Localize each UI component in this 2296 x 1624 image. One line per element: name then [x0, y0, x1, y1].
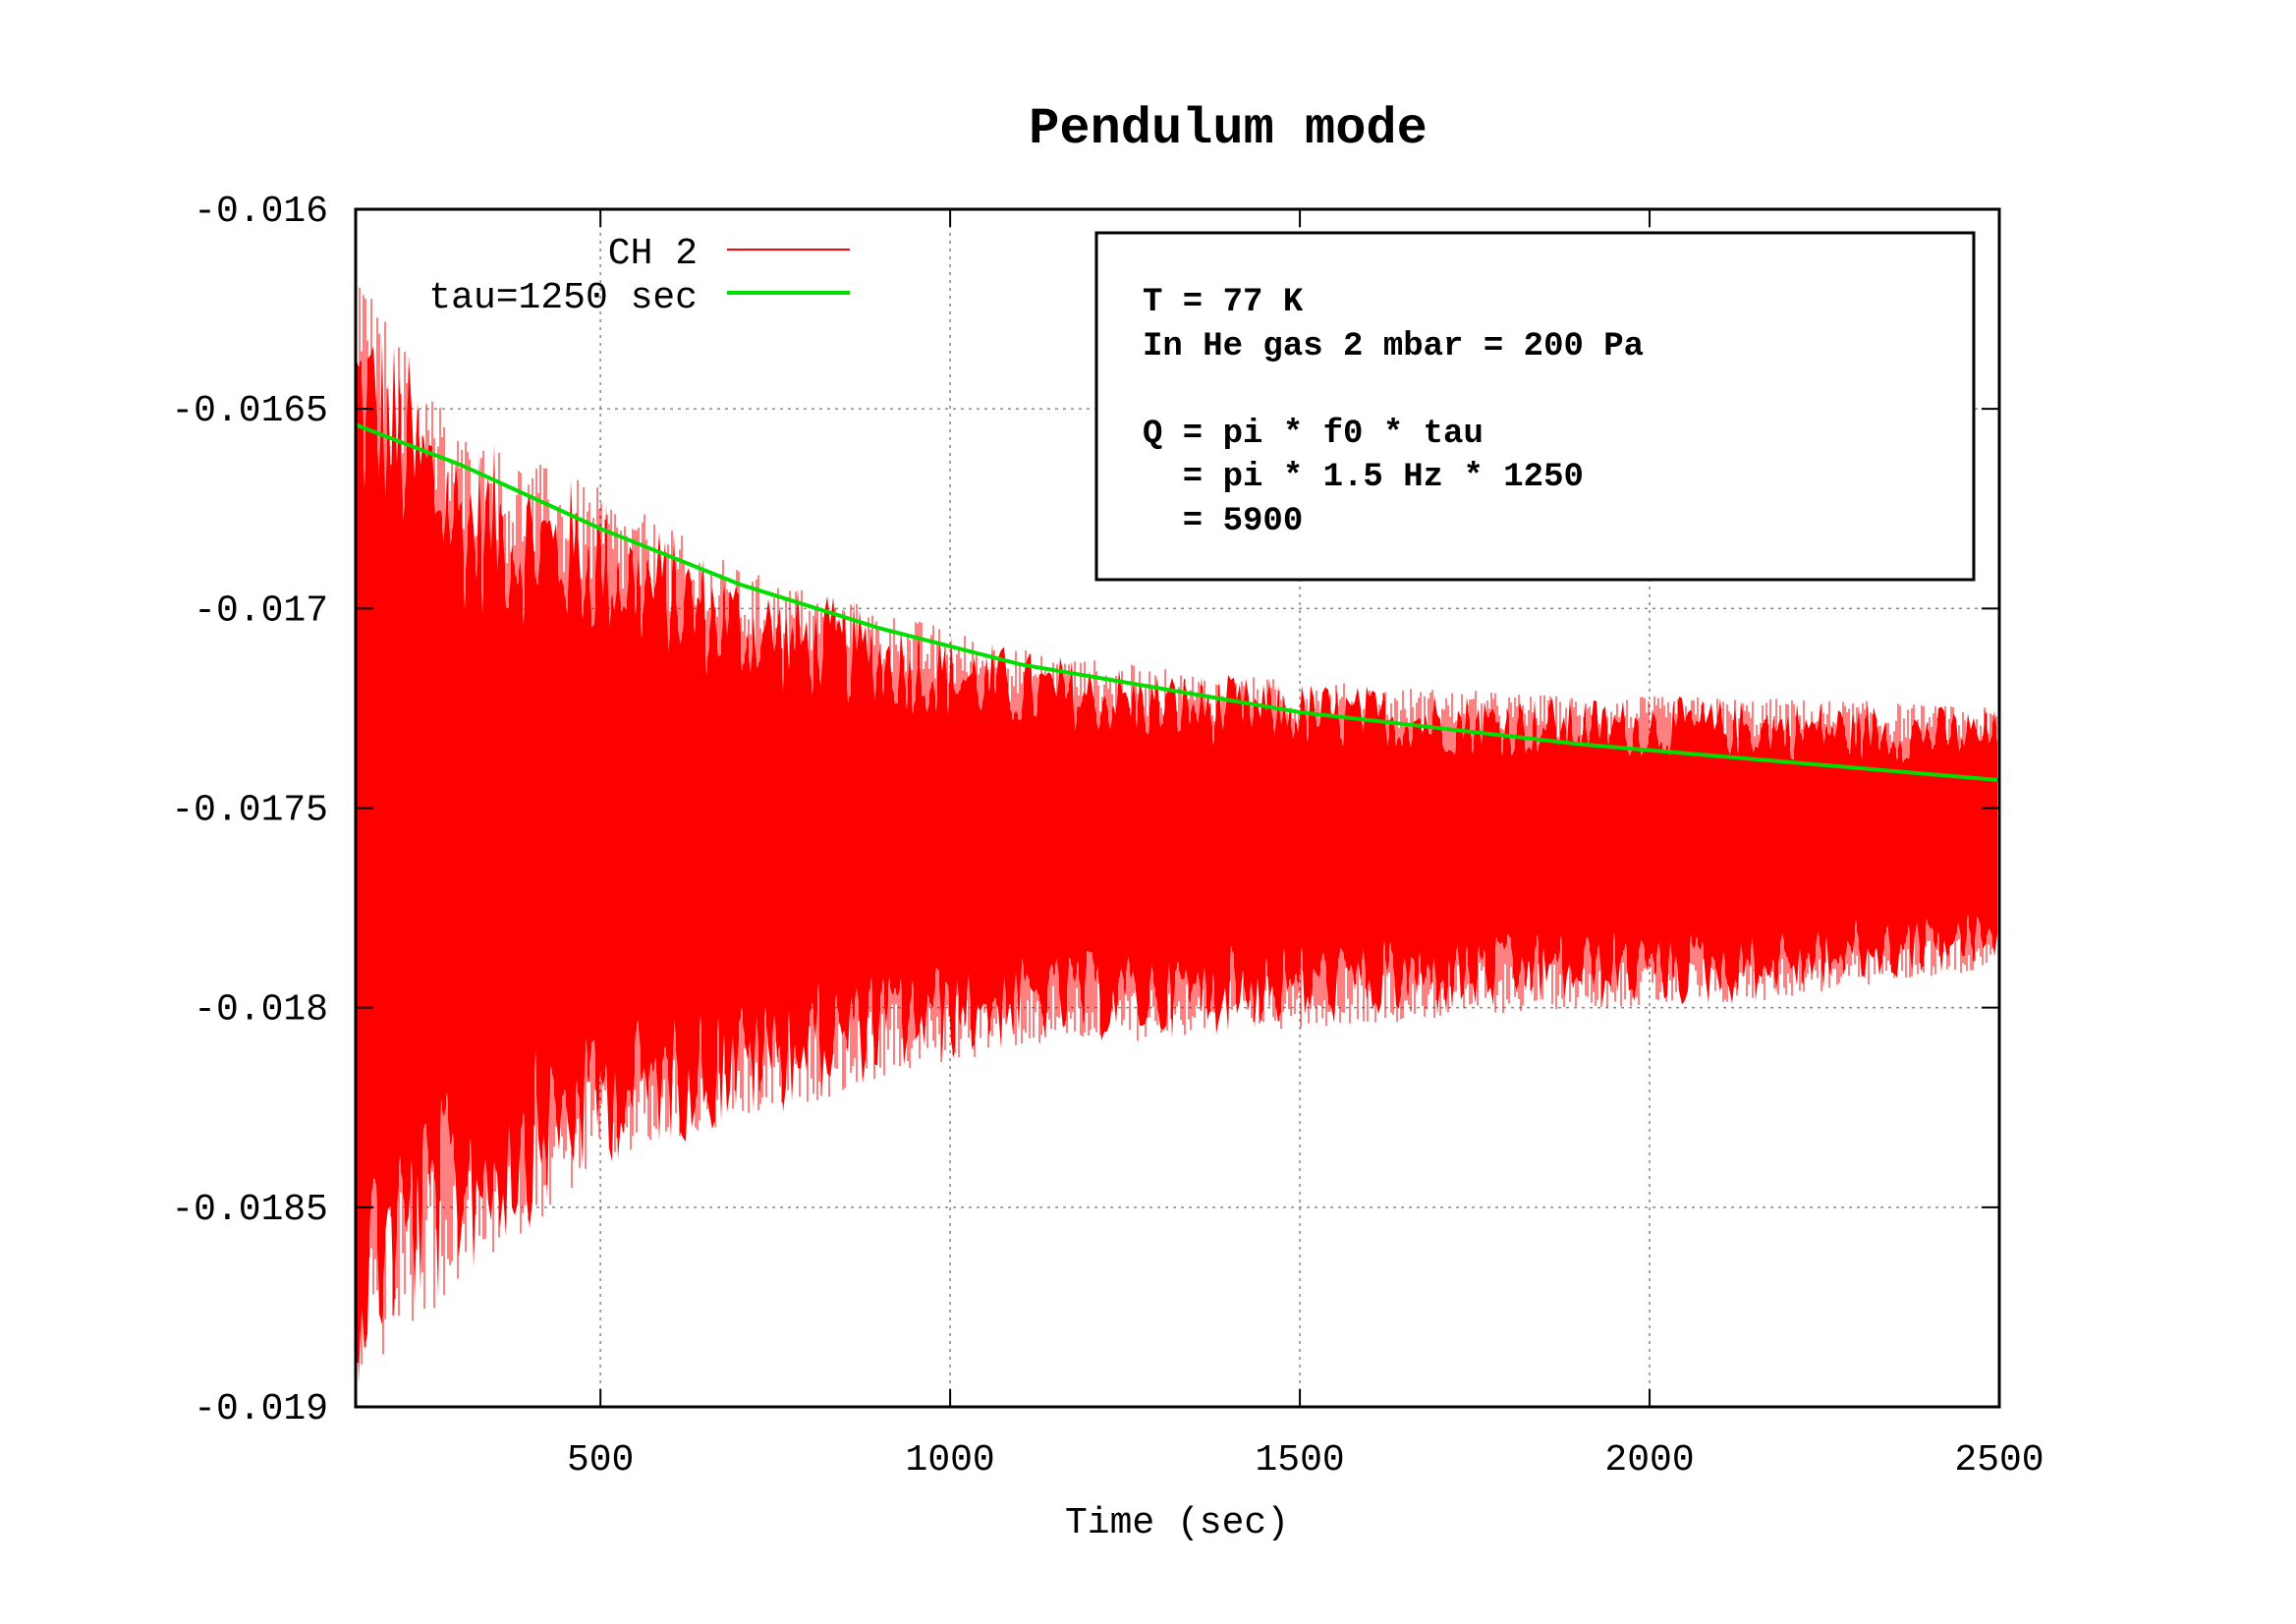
axis-ticks [356, 208, 2000, 1408]
chart-title: Pendulum mode [1029, 100, 1428, 158]
y-tick-label: -0.0175 [171, 790, 328, 832]
x-tick-labels: 500 1000 1500 2000 2500 [567, 1439, 2044, 1482]
y-tick-label: -0.017 [194, 589, 328, 632]
x-tick-label: 1000 [906, 1439, 995, 1482]
annotation-line: = pi * 1.5 Hz * 1250 [1143, 459, 1584, 496]
annotation-line: In He gas 2 mbar = 200 Pa [1143, 328, 1644, 365]
annotation-line: Q = pi * f0 * tau [1143, 416, 1484, 453]
x-axis-label: Time (sec) [1065, 1502, 1289, 1544]
x-tick-label: 2500 [1954, 1439, 2044, 1482]
y-tick-label: -0.0185 [171, 1189, 328, 1231]
y-tick-label: -0.019 [194, 1388, 328, 1430]
x-tick-label: 500 [567, 1439, 634, 1482]
annotation-frame [1094, 231, 1976, 582]
y-tick-label: -0.0165 [171, 390, 328, 432]
legend-label-tau: tau=1250 sec [428, 277, 698, 319]
annotation-line: T = 77 K [1143, 284, 1304, 321]
y-tick-label: -0.016 [194, 191, 328, 233]
annotation-line: = 5900 [1143, 503, 1303, 540]
fit-series-tau [355, 422, 2000, 783]
fit-line [355, 422, 2000, 783]
x-tick-label: 2000 [1604, 1439, 1694, 1482]
y-tick-label: -0.018 [194, 989, 328, 1032]
legend: CH 2 tau=1250 sec [428, 233, 850, 319]
legend-label-ch2: CH 2 [608, 233, 698, 275]
y-tick-labels: -0.016 -0.0165 -0.017 -0.0175 -0.018 -0.0185 -… [171, 191, 328, 1430]
annotation-box: T = 77 K In He gas 2 mbar = 200 Pa Q = p… [1094, 231, 1976, 582]
x-tick-label: 1500 [1255, 1439, 1344, 1482]
